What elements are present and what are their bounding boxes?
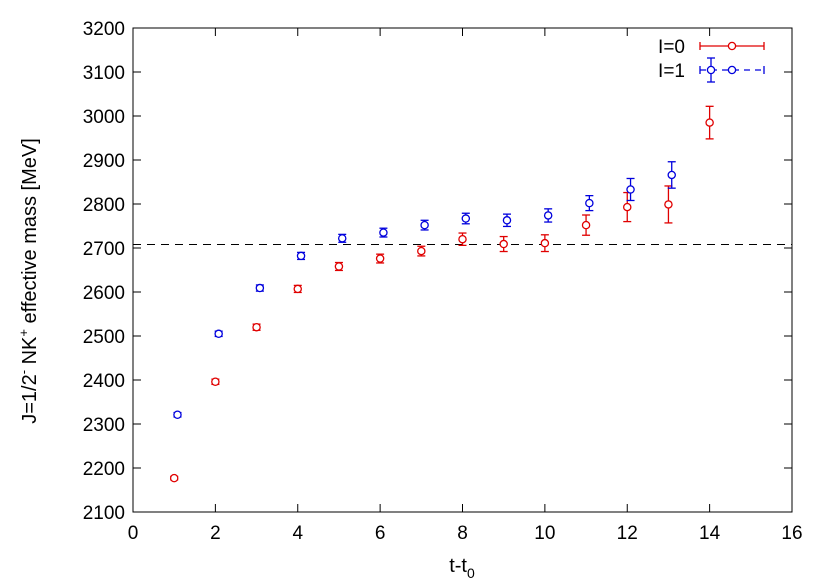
data-point (626, 185, 635, 194)
y-tick-label: 2400 (83, 371, 125, 392)
data-point (173, 410, 182, 420)
data-point (375, 254, 385, 263)
data-point (296, 251, 306, 261)
data-point (581, 220, 591, 230)
series-i1 (173, 161, 676, 420)
data-point (543, 211, 553, 220)
data-point (337, 234, 347, 243)
data-point (623, 202, 632, 212)
data-point (585, 198, 594, 208)
data-point (540, 238, 550, 248)
y-axis-label-prefix: J=1/2 (19, 374, 41, 423)
data-point (461, 214, 471, 223)
legend-item-i0: I=0 (658, 37, 765, 58)
x-tick-label: 0 (128, 523, 139, 544)
x-tick-label: 2 (210, 523, 221, 544)
legend-item-i1: I=1 (658, 57, 765, 83)
data-point (334, 262, 344, 271)
y-tick-label: 2200 (83, 459, 125, 480)
y-axis-label-suffix: effective mass [MeV] (19, 138, 41, 329)
x-tick-label: 12 (617, 523, 638, 544)
y-tick-label: 2600 (83, 283, 125, 304)
data-point (705, 118, 714, 127)
x-axis-label-sub: 0 (467, 565, 475, 581)
data-point (255, 283, 265, 293)
x-axis-label-main: t-t (449, 555, 467, 577)
data-point (293, 284, 302, 294)
y-axis-label-middle: NK (19, 336, 41, 370)
y-tick-label: 3200 (83, 19, 125, 40)
x-tick-label: 8 (457, 523, 468, 544)
y-tick-label: 2300 (83, 415, 125, 436)
data-point (417, 246, 426, 256)
y-tick-label: 3100 (83, 63, 125, 84)
y-tick-label: 2100 (83, 503, 125, 524)
y-tick-label: 2800 (83, 195, 125, 216)
data-point (502, 216, 512, 225)
x-tick-label: 14 (699, 523, 721, 544)
data-point (169, 473, 179, 483)
x-axis-label: t-t0 (449, 555, 475, 581)
legend-label: I=0 (658, 37, 685, 58)
y-axis-label-prefix-sup: - (16, 370, 31, 374)
data-point (252, 322, 261, 332)
data-point (499, 239, 508, 249)
y-axis-label: J=1/2- NK+ effective mass [MeV] (16, 138, 41, 424)
data-point (214, 329, 223, 339)
data-point (211, 377, 220, 387)
data-point (379, 228, 388, 237)
x-tick-label: 16 (781, 523, 802, 544)
data-point (458, 234, 467, 244)
y-axis-label-middle-sup: + (16, 329, 31, 337)
legend-marker (727, 41, 737, 51)
data-point (420, 220, 429, 230)
y-tick-label: 2700 (83, 239, 125, 260)
x-tick-label: 10 (534, 523, 555, 544)
x-tick-label: 4 (292, 523, 303, 544)
legend-marker (727, 65, 737, 75)
y-tick-label: 2900 (83, 151, 125, 172)
data-point (664, 200, 673, 209)
plot-frame (132, 27, 793, 513)
y-tick-label: 3000 (83, 107, 125, 128)
data-point (667, 170, 676, 180)
x-tick-label: 6 (375, 523, 386, 544)
legend-marker (706, 65, 716, 75)
legend-label: I=1 (658, 61, 685, 82)
y-tick-label: 2500 (83, 327, 125, 348)
